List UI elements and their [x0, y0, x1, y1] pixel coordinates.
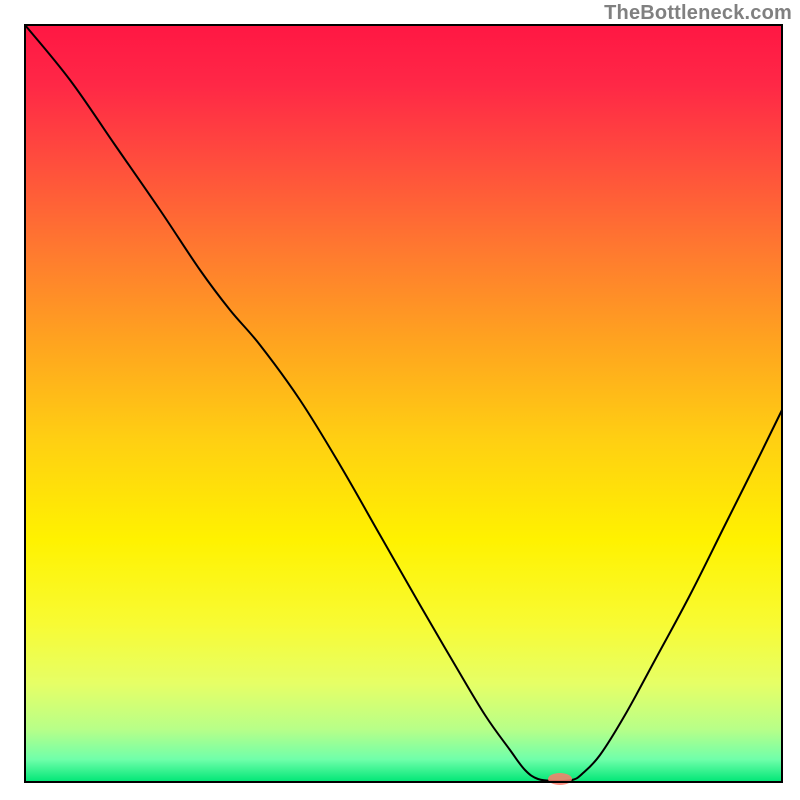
bottleneck-chart — [0, 0, 800, 800]
chart-svg — [0, 0, 800, 800]
optimal-point-marker — [548, 773, 572, 785]
watermark-text: TheBottleneck.com — [604, 2, 792, 25]
plot-background — [25, 25, 782, 782]
